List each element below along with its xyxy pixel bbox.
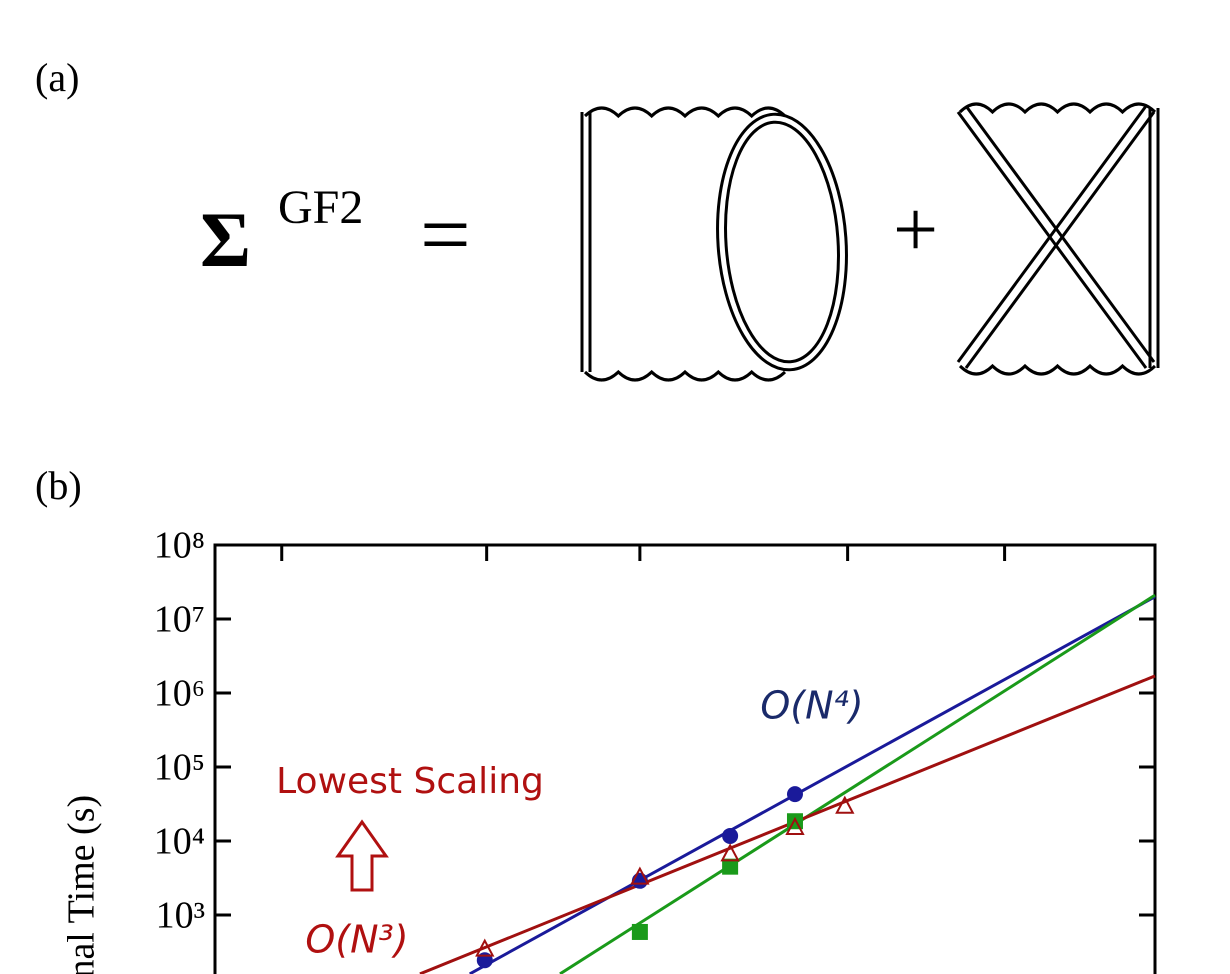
loop: [716, 112, 848, 372]
y-tick-label: 10⁴: [154, 821, 205, 863]
annotation: O(N³): [305, 918, 408, 962]
annotation: O(N⁴): [760, 684, 863, 728]
point: [835, 795, 855, 814]
y-axis-label: Computational Time (s): [61, 795, 103, 974]
plus: +: [893, 186, 938, 274]
wavy-line: [583, 369, 787, 382]
panel-label: (a): [35, 55, 79, 100]
propagator: [964, 105, 1156, 363]
annotation: Lowest Scaling: [276, 761, 544, 802]
y-tick-label: 10⁶: [154, 673, 205, 715]
sigma: Σ: [200, 196, 251, 283]
point: [631, 923, 648, 940]
superscript: GF2: [278, 181, 363, 234]
fit-line: [469, 595, 1156, 974]
propagator: [956, 105, 1148, 363]
point: [722, 827, 739, 844]
point: [720, 843, 740, 862]
point: [722, 858, 739, 875]
y-tick-label: 10²: [156, 969, 205, 974]
wavy-line: [583, 106, 787, 119]
propagator: [956, 111, 1148, 369]
point: [475, 938, 495, 957]
wavy-line: [958, 363, 1157, 376]
equals: =: [420, 186, 471, 285]
y-tick-label: 10⁵: [154, 747, 205, 789]
point: [630, 866, 650, 885]
fit-line: [559, 593, 1156, 974]
y-tick-label: 10⁸: [154, 525, 205, 567]
arrow: [335, 819, 389, 892]
point: [785, 816, 805, 835]
diagram: [580, 105, 1160, 372]
y-tick-label: 10⁷: [154, 599, 205, 641]
point: [786, 786, 803, 803]
propagator: [964, 111, 1156, 369]
wavy-line: [958, 102, 1157, 115]
panel-label: (b): [35, 463, 82, 508]
plot-frame: [213, 543, 1157, 974]
y-tick-label: 10³: [156, 895, 205, 937]
point: [476, 952, 493, 969]
point: [786, 813, 803, 830]
loop: [724, 120, 840, 364]
